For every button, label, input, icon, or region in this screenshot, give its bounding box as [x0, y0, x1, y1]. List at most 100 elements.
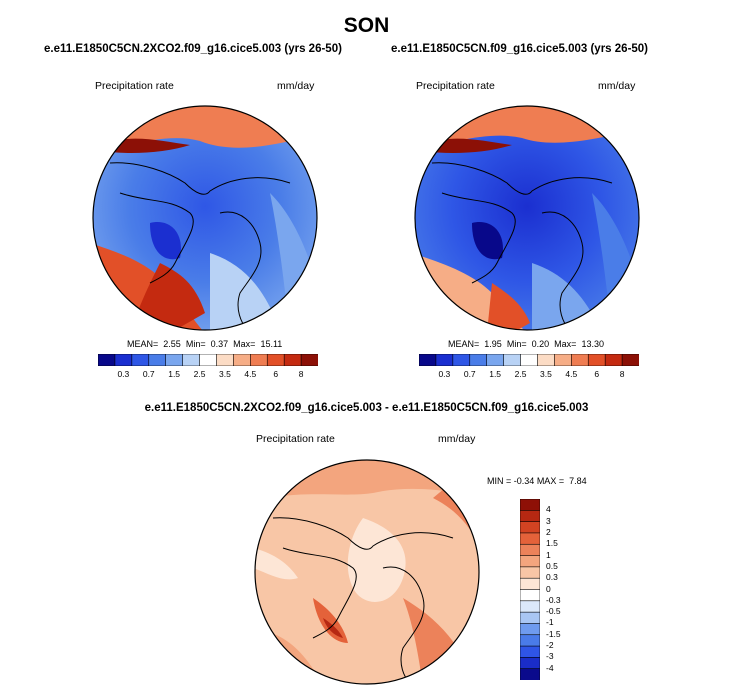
- panel1-colorbar-box: [114, 354, 133, 366]
- panel1-colorbar-box: [216, 354, 234, 366]
- panel3-colorbar-tick-label: 1.5: [546, 538, 558, 549]
- panel3-colorbar-box: [520, 657, 540, 670]
- panel1-title: e.e11.E1850C5CN.2XCO2.f09_g16.cice5.003 …: [44, 43, 342, 55]
- panel3-colorbar-tick-label: 4: [546, 504, 551, 515]
- panel3-colorbar-box: [520, 634, 540, 647]
- panel3-colorbar-box: [520, 555, 540, 568]
- panel1-colorbar-ticks: 0.3 0.7 1.5 2.5 3.5 4.5 6 8: [98, 369, 318, 381]
- panel1-coastlines: [109, 162, 291, 330]
- panel3-stats: MIN = -0.34 MAX = 7.84: [487, 476, 587, 486]
- panel2-colorbar-box: [554, 354, 572, 366]
- panel1-variable-label: Precipitation rate: [95, 80, 174, 92]
- panel2-polar-map: [414, 105, 640, 331]
- panel3-colorbar-box: [520, 499, 540, 511]
- panel2-colorbar-box: [452, 354, 471, 366]
- panel3-polar-map: [254, 459, 480, 685]
- panel3-colorbar-box: [520, 510, 540, 523]
- panel3-coastlines: [272, 517, 454, 684]
- panel3-colorbar-tick-label: 2: [546, 526, 551, 537]
- panel1-colorbar: [98, 354, 318, 366]
- panel3-colorbar-box: [520, 532, 540, 545]
- panel2-colorbar-box: [435, 354, 454, 366]
- panel3-colorbar-box: [520, 668, 540, 680]
- panel1-colorbar-box: [250, 354, 268, 366]
- panel2-colorbar-box: [503, 354, 522, 366]
- panel3-colorbar-box: [520, 543, 540, 557]
- panel1-colorbar-tick-label: 2.5: [193, 369, 206, 379]
- panel1-colorbar-box: [98, 354, 116, 366]
- panel2-colorbar-tick-label: 0.7: [463, 369, 476, 379]
- panel3-colorbar-box: [520, 589, 540, 602]
- panel2-colorbar: [419, 354, 639, 366]
- panel1-units-label: mm/day: [277, 80, 315, 92]
- panel1-colorbar-tick-label: 4.5: [244, 369, 257, 379]
- panel3-colorbar-tick-label: -1: [546, 617, 554, 628]
- panel3-colorbar-tick-label: -3: [546, 651, 554, 662]
- panel2-units-label: mm/day: [598, 80, 636, 92]
- panel1-colorbar-box: [199, 354, 218, 366]
- panel3-colorbar-tick-label: 3: [546, 515, 551, 526]
- panel2-stats: MEAN= 1.95 Min= 0.20 Max= 13.30: [448, 339, 604, 349]
- panel1-colorbar-tick-label: 1.5: [168, 369, 181, 379]
- panel3-colorbar-tick-label: -1.5: [546, 628, 561, 639]
- panel2-colorbar-box: [419, 354, 437, 366]
- panel1-colorbar-box: [148, 354, 167, 366]
- panel3-colorbar-tick-label: 0.5: [546, 560, 558, 571]
- panel2-colorbar-tick-label: 3.5: [540, 369, 552, 379]
- panel2-coastlines: [431, 162, 613, 330]
- panel3-central-arctic: [347, 518, 406, 602]
- panel3-colorbar-box: [520, 600, 540, 613]
- page-title: SON: [343, 14, 390, 37]
- panel3-colorbar-tick-label: 0: [546, 583, 551, 594]
- panel1-greenland-low: [150, 222, 181, 260]
- panel1-colorbar-tick-label: 0.3: [117, 369, 130, 379]
- panel2-greenland-low: [472, 222, 503, 260]
- panel3-colorbar: [520, 499, 540, 680]
- panel3-colorbar-box: [520, 645, 540, 658]
- panel3-colorbar-tick-label: -0.5: [546, 606, 561, 617]
- panel3-colorbar-tick-label: 0.3: [546, 572, 558, 583]
- panel1-colorbar-tick-label: 8: [298, 369, 304, 379]
- panel3-colorbar-box: [520, 521, 540, 534]
- panel3-variable-label: Precipitation rate: [256, 433, 335, 445]
- panel2-colorbar-box: [520, 354, 539, 366]
- panel2-colorbar-tick-label: 8: [619, 369, 625, 379]
- panel3-title: e.e11.E1850C5CN.2XCO2.f09_g16.cice5.003 …: [144, 402, 589, 414]
- panel1-colorbar-tick-label: 0.7: [142, 369, 155, 379]
- panel1-colorbar-tick-label: 6: [273, 369, 279, 379]
- panel1-stats: MEAN= 2.55 Min= 0.37 Max= 15.11: [127, 339, 283, 349]
- panel2-colorbar-box: [537, 354, 555, 366]
- panel2-colorbar-tick-label: 6: [594, 369, 600, 379]
- panel2-colorbar-box: [571, 354, 589, 366]
- panel3-colorbar-tick-label: 1: [546, 549, 551, 560]
- panel2-colorbar-box: [604, 354, 623, 366]
- panel3-units-label: mm/day: [438, 433, 476, 445]
- panel2-colorbar-tick-label: 1.5: [489, 369, 502, 379]
- panel1-colorbar-box: [165, 354, 184, 366]
- panel2-colorbar-box: [486, 354, 505, 366]
- panel3-colorbar-box: [520, 623, 540, 636]
- panel2-colorbar-tick-label: 2.5: [514, 369, 527, 379]
- panel3-colorbar-ticks: 4 3 2 1.5 1 0.5 0.3 0 -0.3 -0.5 -1 -1.5 -2 -3 -4: [546, 499, 586, 680]
- panel1-colorbar-box: [182, 354, 201, 366]
- panel1-colorbar-box: [283, 354, 302, 366]
- panel1-polar-map: [92, 105, 318, 331]
- panel3-greenland-max: [313, 598, 348, 643]
- panel2-title: e.e11.E1850C5CN.f09_g16.cice5.003 (yrs 2…: [391, 43, 649, 55]
- panel1-colorbar-box: [266, 354, 285, 366]
- panel2-colorbar-ticks: 0.3 0.7 1.5 2.5 3.5 4.5 6 8: [419, 369, 639, 381]
- panel3-colorbar-tick-label: -2: [546, 640, 554, 651]
- panel2-variable-label: Precipitation rate: [416, 80, 495, 92]
- panel1-colorbar-box: [233, 354, 251, 366]
- panel3-colorbar-box: [520, 611, 540, 625]
- panel2-colorbar-box: [587, 354, 606, 366]
- panel1-colorbar-box: [300, 354, 318, 366]
- panel2-colorbar-box: [621, 354, 639, 366]
- panel3-colorbar-box: [520, 566, 540, 579]
- panel2-colorbar-box: [469, 354, 488, 366]
- panel3-colorbar-box: [520, 577, 540, 591]
- panel2-colorbar-tick-label: 0.3: [438, 369, 451, 379]
- panel3-colorbar-tick-label: -4: [546, 662, 554, 673]
- panel1-colorbar-box: [131, 354, 150, 366]
- panel3-colorbar-tick-label: -0.3: [546, 594, 561, 605]
